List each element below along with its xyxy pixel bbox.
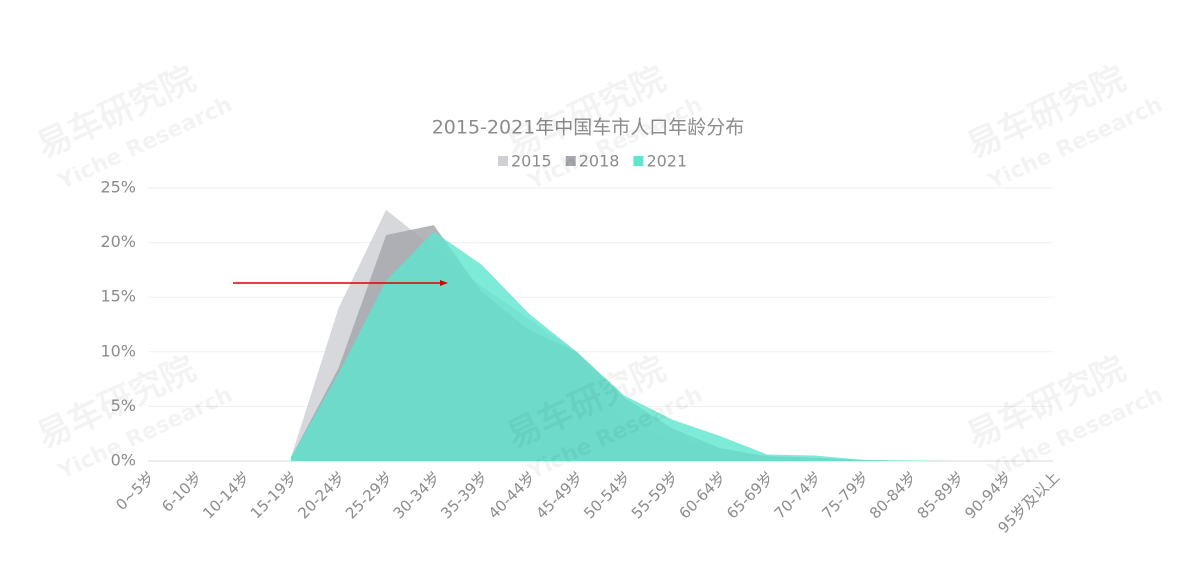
- plot: 0% 5% 10% 15% 20% 25% 0~5岁 6-10岁10-14岁15-19岁20-…: [100, 178, 1063, 537]
- x-tick-label: 15-19岁: [247, 468, 301, 522]
- x-tick-label: 6-10岁: [158, 468, 205, 515]
- y-tick-label: 15%: [100, 287, 136, 306]
- x-tick-label: 70-74岁: [771, 468, 825, 522]
- legend-label: 2021: [646, 152, 687, 171]
- x-tick-label: 10-14岁: [199, 468, 253, 522]
- x-tick-label: 65-69岁: [723, 468, 777, 522]
- legend-swatch: [633, 156, 644, 166]
- x-tick-label: 75-79岁: [818, 468, 872, 522]
- legend-label: 2015: [511, 152, 552, 171]
- x-tick-label: 80-84岁: [866, 468, 920, 522]
- y-tick-label: 5%: [111, 396, 136, 415]
- legend: 2015 2018 2021: [498, 152, 687, 171]
- arrow-head: [440, 280, 448, 286]
- legend-label: 2018: [579, 152, 620, 171]
- legend-swatch: [498, 156, 508, 166]
- x-tick-label: 55-59岁: [628, 468, 682, 522]
- x-tick-label: 50-54岁: [580, 468, 634, 522]
- x-tick-label: 35-39岁: [437, 468, 491, 522]
- x-tick-label: 30-34岁: [390, 468, 444, 522]
- x-tick-label: 60-64岁: [675, 468, 729, 522]
- y-tick-label: 20%: [100, 232, 136, 251]
- x-tick-label: 0~5岁: [112, 468, 158, 514]
- x-tick-label: 20-24岁: [294, 468, 348, 522]
- y-tick-label: 25%: [100, 178, 136, 197]
- area: [290, 231, 1053, 461]
- x-tick-label: 25-29岁: [342, 468, 396, 522]
- y-tick-label: 0%: [111, 451, 136, 470]
- chart-title: 2015-2021年中国车市人口年龄分布: [432, 117, 745, 139]
- x-tick-label: 85-89岁: [914, 468, 968, 522]
- y-tick-label: 10%: [100, 341, 136, 360]
- legend-swatch: [565, 156, 576, 166]
